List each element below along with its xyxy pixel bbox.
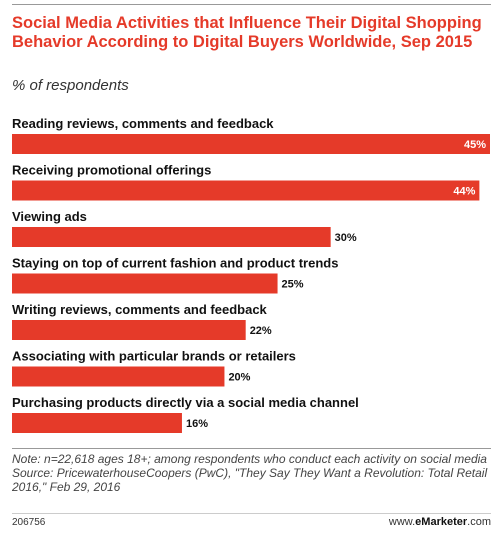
category-label: Receiving promotional offerings: [12, 163, 211, 178]
bar-value-label: 45%: [464, 139, 486, 151]
category-label: Staying on top of current fashion and pr…: [12, 256, 338, 271]
bar-value-label: 30%: [335, 232, 357, 244]
bar-value-label: 44%: [453, 186, 475, 198]
bar-chart: Reading reviews, comments and feedback 45…: [12, 116, 490, 433]
chart-notes: Note: n=22,618 ages 18+; among responden…: [12, 452, 492, 494]
category-label: Purchasing products directly via a socia…: [12, 395, 359, 410]
chart-note: Note: n=22,618 ages 18+; among responden…: [12, 452, 487, 466]
category-label: Viewing ads: [12, 209, 87, 224]
chart-source: Source: PricewaterhouseCoopers (PwC), "T…: [12, 466, 488, 494]
category-label: Reading reviews, comments and feedback: [12, 116, 274, 131]
bar-value-label: 25%: [282, 279, 304, 291]
bar: [12, 413, 182, 433]
bar: [12, 180, 480, 201]
bar: [12, 320, 246, 340]
bar: [12, 366, 225, 387]
bar: [12, 134, 490, 154]
bar-value-label: 16%: [186, 418, 208, 430]
bar-value-label: 22%: [250, 325, 272, 337]
category-label: Associating with particular brands or re…: [12, 349, 296, 364]
brand-name: eMarketer: [415, 516, 468, 528]
chart-id: 206756: [12, 517, 46, 528]
bottom-divider: [12, 448, 491, 449]
top-divider: [12, 4, 491, 5]
brand-suffix: .com: [467, 516, 491, 528]
bar-value-label: 20%: [228, 372, 250, 384]
category-label: Writing reviews, comments and feedback: [12, 302, 268, 317]
chart-subtitle: % of respondents: [12, 77, 129, 94]
brand-logo: www.eMarketer.com: [389, 516, 491, 528]
bar: [12, 273, 278, 294]
chart-title: Social Media Activities that Influence T…: [12, 14, 482, 51]
bar: [12, 227, 331, 247]
footer-divider: [12, 513, 491, 514]
brand-prefix: www.: [388, 516, 416, 528]
